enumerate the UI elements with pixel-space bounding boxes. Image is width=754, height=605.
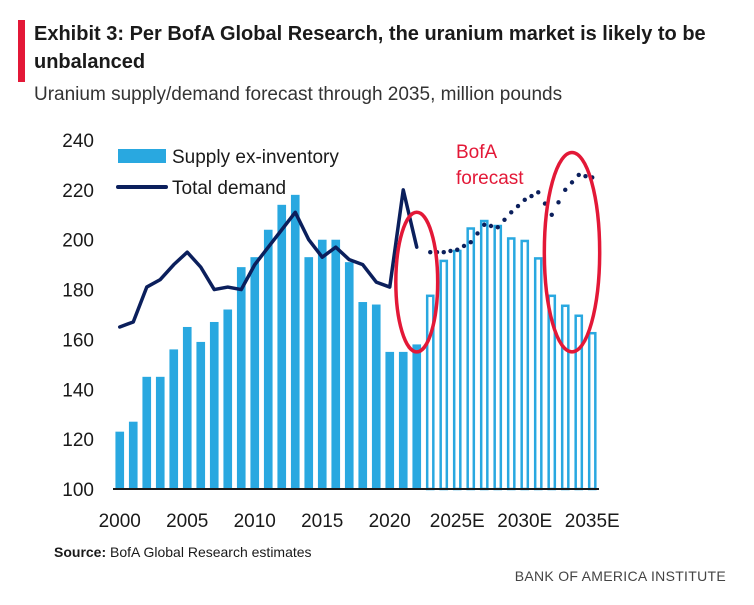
x-tick-label: 2000 [99, 511, 141, 532]
bar [331, 239, 341, 489]
demand-forecast-point [563, 187, 568, 193]
x-tick-label: 2035E [565, 511, 620, 532]
x-tick-label: 2015 [301, 511, 343, 532]
demand-forecast-point [475, 231, 480, 236]
forecast-annotation: BofA forecast [456, 142, 524, 189]
y-tick-label: 140 [62, 380, 94, 401]
demand-forecast-point [556, 200, 561, 205]
bar-forecast [493, 224, 503, 491]
bar [277, 204, 287, 490]
bar [304, 257, 314, 489]
bar-forecast [506, 237, 516, 491]
x-tick-label: 2020 [369, 511, 411, 532]
legend: Supply ex-inventory Total demand [116, 147, 339, 199]
bar [385, 351, 395, 489]
demand-forecast-point [536, 190, 541, 195]
y-tick-label: 120 [62, 430, 94, 451]
bar [182, 326, 192, 489]
chart-title: Exhibit 3: Per BofA Global Research, the… [34, 23, 706, 73]
highlight-ellipse [542, 150, 602, 354]
bar [290, 194, 300, 490]
accent-bar [18, 20, 25, 82]
source-label: Source: [54, 544, 107, 560]
y-tick-label: 100 [62, 480, 94, 501]
y-tick-label: 220 [62, 181, 94, 202]
legend-label-supply: Supply ex-inventory [172, 147, 339, 168]
bar [250, 257, 260, 489]
bar [142, 376, 152, 489]
bar [344, 262, 354, 489]
demand-forecast-point [569, 180, 575, 185]
y-tick-label: 160 [62, 330, 94, 351]
demand-forecast-point [455, 247, 460, 252]
y-tick-label: 240 [62, 131, 94, 152]
chart-subtitle: Uranium supply/demand forecast through 2… [34, 84, 563, 105]
demand-forecast-point [583, 173, 588, 179]
bar-forecast [587, 331, 597, 491]
demand-forecast-point [522, 197, 527, 203]
y-tick-label: 180 [62, 281, 94, 302]
bar [412, 344, 422, 489]
demand-forecast-point [502, 217, 507, 222]
brand-footer: BANK OF AMERICA INSTITUTE [514, 568, 726, 584]
bar [263, 229, 273, 489]
bar-forecast [466, 227, 476, 491]
bar-forecast [533, 257, 543, 491]
demand-forecast-point [529, 193, 534, 199]
bar [115, 431, 125, 489]
bar [317, 239, 327, 489]
demand-forecast-point [488, 223, 494, 229]
bar-forecast [520, 239, 530, 491]
demand-forecast-point [461, 243, 467, 249]
bar [398, 351, 408, 489]
forecast-annotation-line1: BofA [456, 142, 498, 163]
source-text: BofA Global Research estimates [110, 544, 312, 560]
demand-forecast-point [549, 212, 554, 217]
bar-forecast [560, 304, 570, 491]
x-tick-label: 2030E [497, 511, 552, 532]
demand-forecast-point [509, 210, 514, 215]
forecast-annotation-line2: forecast [456, 168, 524, 189]
bar [128, 421, 138, 489]
bar [236, 267, 246, 489]
bar-forecast [479, 219, 489, 491]
demand-forecast-point [482, 222, 487, 227]
bar [371, 304, 381, 489]
x-axis: 2000 2005 2010 2015 2020 2025E 2030E 2035E [99, 511, 620, 532]
bar [155, 376, 165, 489]
highlight-ellipse [394, 210, 440, 354]
demand-line [118, 188, 419, 329]
y-axis: 100 120 140 160 180 200 220 240 [62, 131, 94, 501]
source-note: Source: BofA Global Research estimates [54, 544, 312, 560]
supply-bars [115, 194, 597, 491]
demand-forecast-point [495, 225, 500, 230]
bar [196, 341, 206, 489]
x-tick-label: 2025E [430, 511, 485, 532]
demand-forecast-point [441, 249, 446, 255]
bar [358, 302, 368, 489]
demand-forecast-point [448, 248, 453, 254]
legend-swatch-supply [118, 149, 166, 163]
demand-forecast-point [515, 203, 521, 209]
bar-forecast [452, 249, 462, 491]
bar [209, 321, 219, 489]
bar-forecast [439, 259, 449, 491]
x-tick-label: 2005 [166, 511, 208, 532]
y-tick-label: 200 [62, 231, 94, 252]
demand-forecast-point [468, 240, 473, 245]
highlight-ellipses [394, 150, 602, 354]
bar [169, 349, 179, 489]
bar [223, 309, 233, 489]
demand-forecast-point [428, 249, 433, 255]
bar-forecast [574, 314, 584, 491]
demand-forecast-point [576, 172, 581, 178]
x-tick-label: 2010 [234, 511, 276, 532]
legend-label-demand: Total demand [172, 178, 286, 199]
